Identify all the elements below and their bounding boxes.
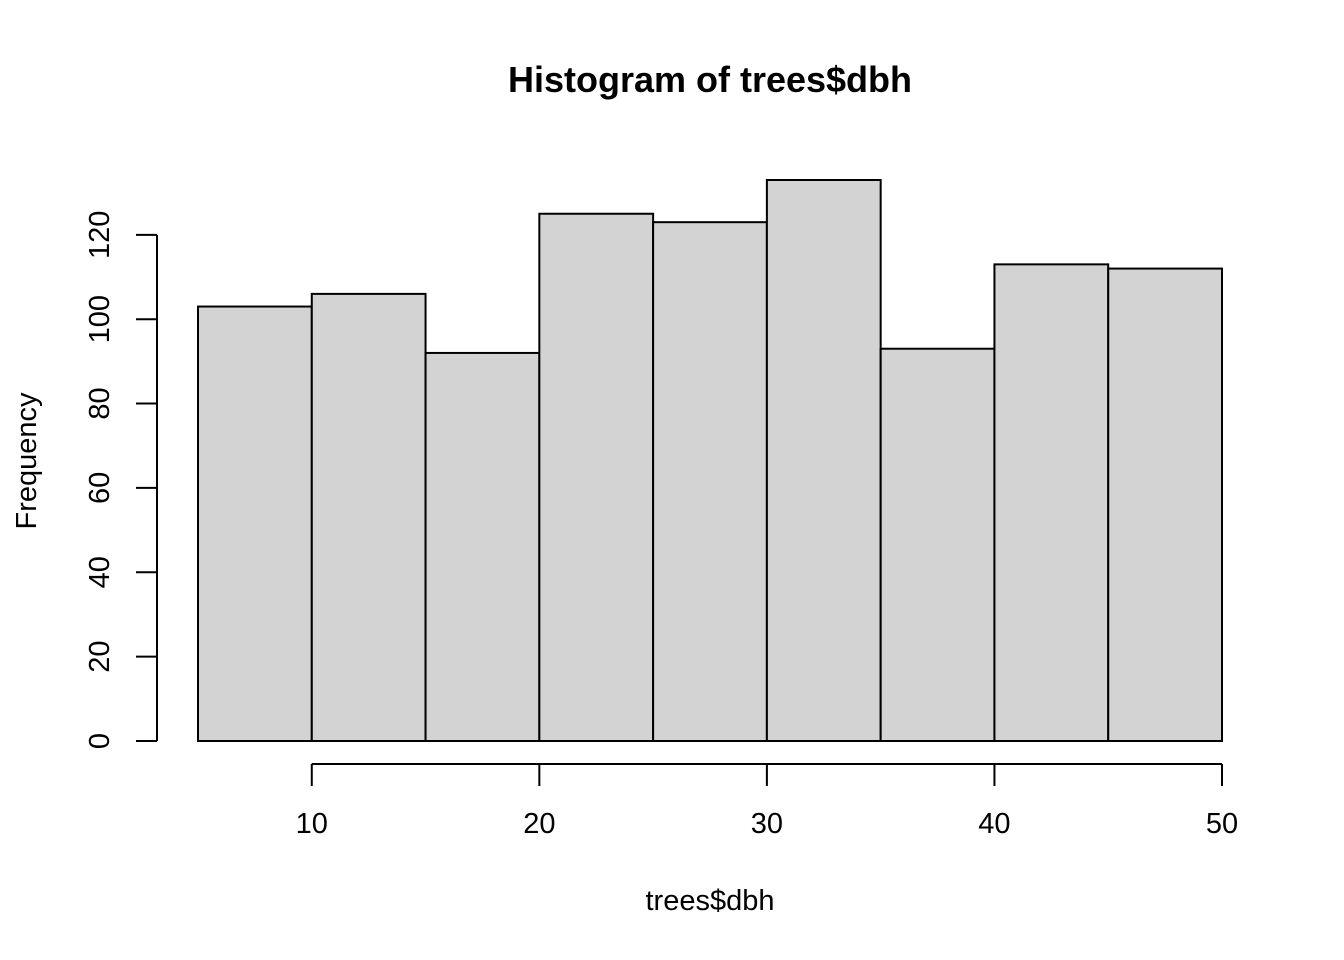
x-tick-label-20: 20 [523,808,555,840]
x-tick-label-10: 10 [296,808,328,840]
histogram-bar-7 [879,347,996,742]
histogram-bar-3 [424,351,541,742]
y-axis-title: Frequency [11,392,43,530]
y-tick-label-80: 80 [84,387,116,419]
bars-group [197,179,1223,742]
histogram-bar-1 [197,305,313,742]
x-tick-label-30: 30 [751,808,783,840]
x-axis: 10 20 30 40 50 [296,763,1238,840]
y-tick-label-0: 0 [84,733,116,749]
x-tick-label-40: 40 [978,808,1010,840]
y-tick-label-20: 20 [84,641,116,673]
histogram-bar-5 [652,221,768,742]
histogram-bar-6 [765,179,882,742]
y-axis: 0 20 40 60 80 100 120 [84,211,158,749]
histogram-bar-2 [310,292,427,742]
y-tick-label-100: 100 [84,295,116,343]
x-tick-label-50: 50 [1206,808,1238,840]
histogram-bar-4 [538,212,655,742]
x-axis-title: trees$dbh [646,885,775,917]
y-tick-label-40: 40 [84,556,116,588]
histogram-bar-9 [1107,267,1223,742]
histogram-bar-8 [993,263,1110,742]
chart-title: Histogram of trees$dbh [508,59,912,100]
y-tick-label-60: 60 [84,472,116,504]
y-tick-label-120: 120 [84,211,116,259]
